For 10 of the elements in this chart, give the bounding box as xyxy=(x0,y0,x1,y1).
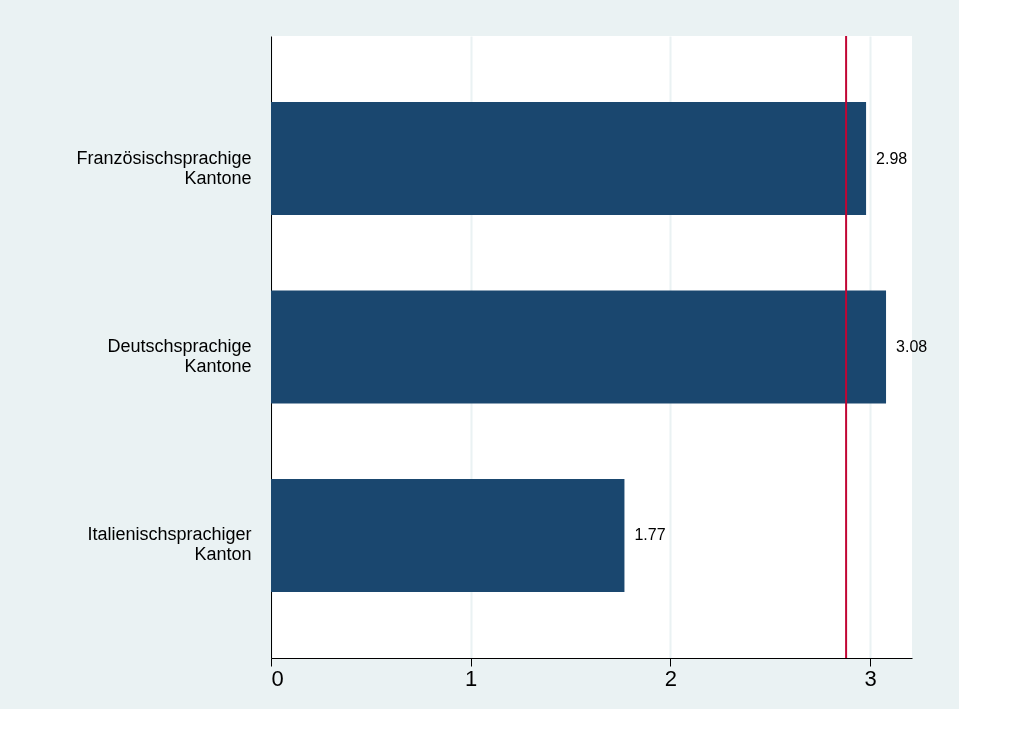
y-tick-label: Französischsprachige Kantone xyxy=(76,147,252,188)
data-label: 2.98 xyxy=(876,149,908,167)
y-tick-label: Italienischsprachiger Kanton xyxy=(87,524,252,565)
data-label: 1.77 xyxy=(634,526,666,544)
x-tick-label: 1 xyxy=(465,665,478,691)
x-tick-label: 2 xyxy=(664,665,677,691)
y-tick-label: Deutschsprachige Kantone xyxy=(107,336,252,376)
data-label: 3.08 xyxy=(896,338,928,355)
x-tick-label: 0 xyxy=(271,665,284,691)
x-tick-label: 3 xyxy=(864,665,877,691)
